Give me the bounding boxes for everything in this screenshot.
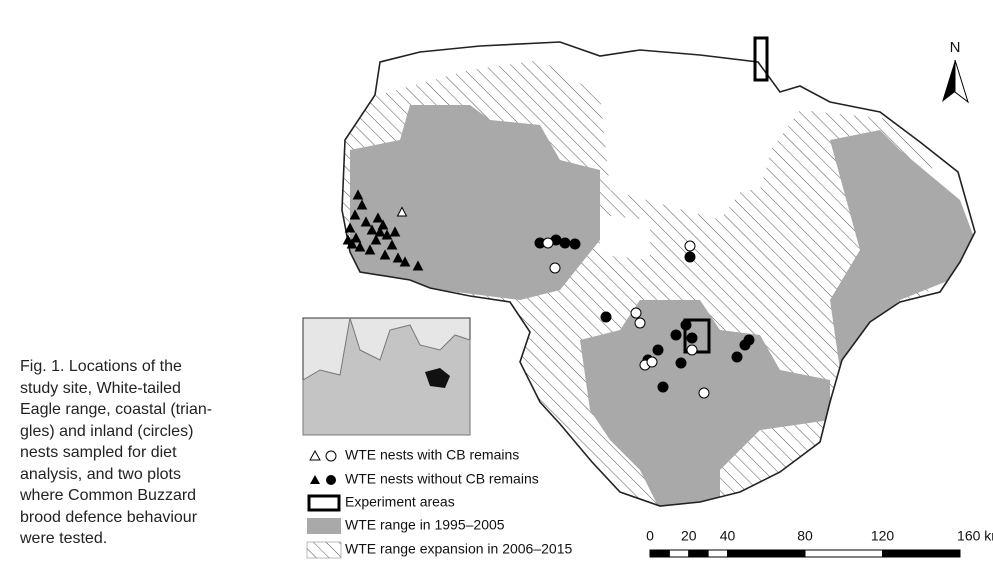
inland-nest [686,344,698,356]
inland-nest [542,237,554,249]
legend-symbol [307,494,341,512]
legend: WTE nests with CB remains WTE nests with… [306,447,572,559]
arrow-half [942,60,955,102]
legend-label: WTE range expansion in 2006–2015 [345,541,572,557]
caption-line: where Common Buzzard [20,487,197,504]
inland-nest [731,351,743,363]
coastal-nest [392,252,404,263]
coastal-nest [346,238,358,249]
inset-land [302,317,471,436]
legend-symbol [326,475,336,485]
north-arrow: N [942,39,969,104]
range-core-west [350,105,600,300]
legend-symbol [307,518,341,534]
inland-nest [559,237,571,249]
inland-nest [686,332,698,344]
coastal-nest [374,226,386,237]
inland-nest [549,262,561,274]
coastal-nest [386,239,398,250]
coastal-nest [354,241,366,252]
scale-label: 120 [871,528,895,544]
experiment-area [753,36,769,82]
legend-label: WTE range in 1995–2005 [345,517,505,533]
inland-nest [684,240,696,252]
inland-nest [743,334,755,346]
caption-line: were tested. [20,530,108,547]
legend-symbol [325,450,337,462]
coastal-nest [352,189,364,200]
coastal-nest [370,234,382,245]
scale-label: 160 km [957,528,993,544]
scale-segment [727,549,806,558]
caption-line: analysis, and two plots [20,465,181,483]
inland-nest [634,317,646,329]
legend-symbol [309,449,321,461]
coastal-nest [372,212,384,223]
scale-segment [882,549,961,558]
inland-nest [657,381,669,393]
inland-nest [630,307,642,319]
range-gap-north [610,60,780,190]
scale-bar: 0 20 40 80 120 160 km [646,528,993,558]
caption: Fig. 1. Locations of the study site, Whit… [20,356,212,550]
coastal-nest [396,206,408,217]
coastal-nest [389,226,401,237]
legend-label: WTE nests without CB remains [345,471,539,487]
land [342,42,975,506]
coastal-nest [349,209,361,220]
range-core-south [580,300,830,506]
caption-line: Fig. 1. Locations of the [20,358,182,375]
scale-label: 80 [797,528,813,544]
legend-symbol [306,541,342,559]
coastal-nest [360,216,372,227]
scale-segment [707,549,728,558]
scale-label: 40 [720,528,736,544]
caption-line: brood defence behaviour [20,508,198,526]
nest-markers [342,189,755,399]
inland-nest [698,387,710,399]
coastal-nest [399,256,411,267]
caption-line: nests sampled for diet [20,444,177,461]
coastal-nest [366,224,378,235]
coastal-nest [350,232,362,243]
legend-label: Experiment areas [345,494,455,510]
caption-line: Eagle range, coastal (trian- [20,401,213,418]
inland-nest [652,344,664,356]
inland-nest [684,251,696,263]
inland-nest [569,238,581,250]
scale-label: 0 [646,528,654,544]
coastal-nest [364,244,376,255]
coastal-nest [381,229,393,240]
coastal-nest [379,249,391,260]
inland-nest [646,356,658,368]
inland-nest [680,319,692,331]
scale-segment [668,549,690,558]
inland-nest [600,311,612,323]
inland-nest [670,329,682,341]
caption-line: study site, White-tailed [20,379,181,397]
legend-symbol [310,475,320,484]
coastal-nest [344,222,356,233]
coastal-nest [412,260,424,271]
scale-segment [688,549,709,558]
range-gap-center [600,215,650,260]
coastal-nest [356,199,368,210]
inland-nest [675,357,687,369]
inset-highlight [425,368,450,388]
arrow-half [954,59,969,104]
scale-segment [649,549,670,558]
caption-line: gles) and inland (circles) [20,422,194,440]
scale-label: 20 [681,528,697,544]
legend-label: WTE nests with CB remains [345,447,519,463]
coastal-nest [377,219,389,230]
scale-segment [804,549,883,558]
north-label: N [950,39,961,56]
range-core-east [830,130,975,370]
